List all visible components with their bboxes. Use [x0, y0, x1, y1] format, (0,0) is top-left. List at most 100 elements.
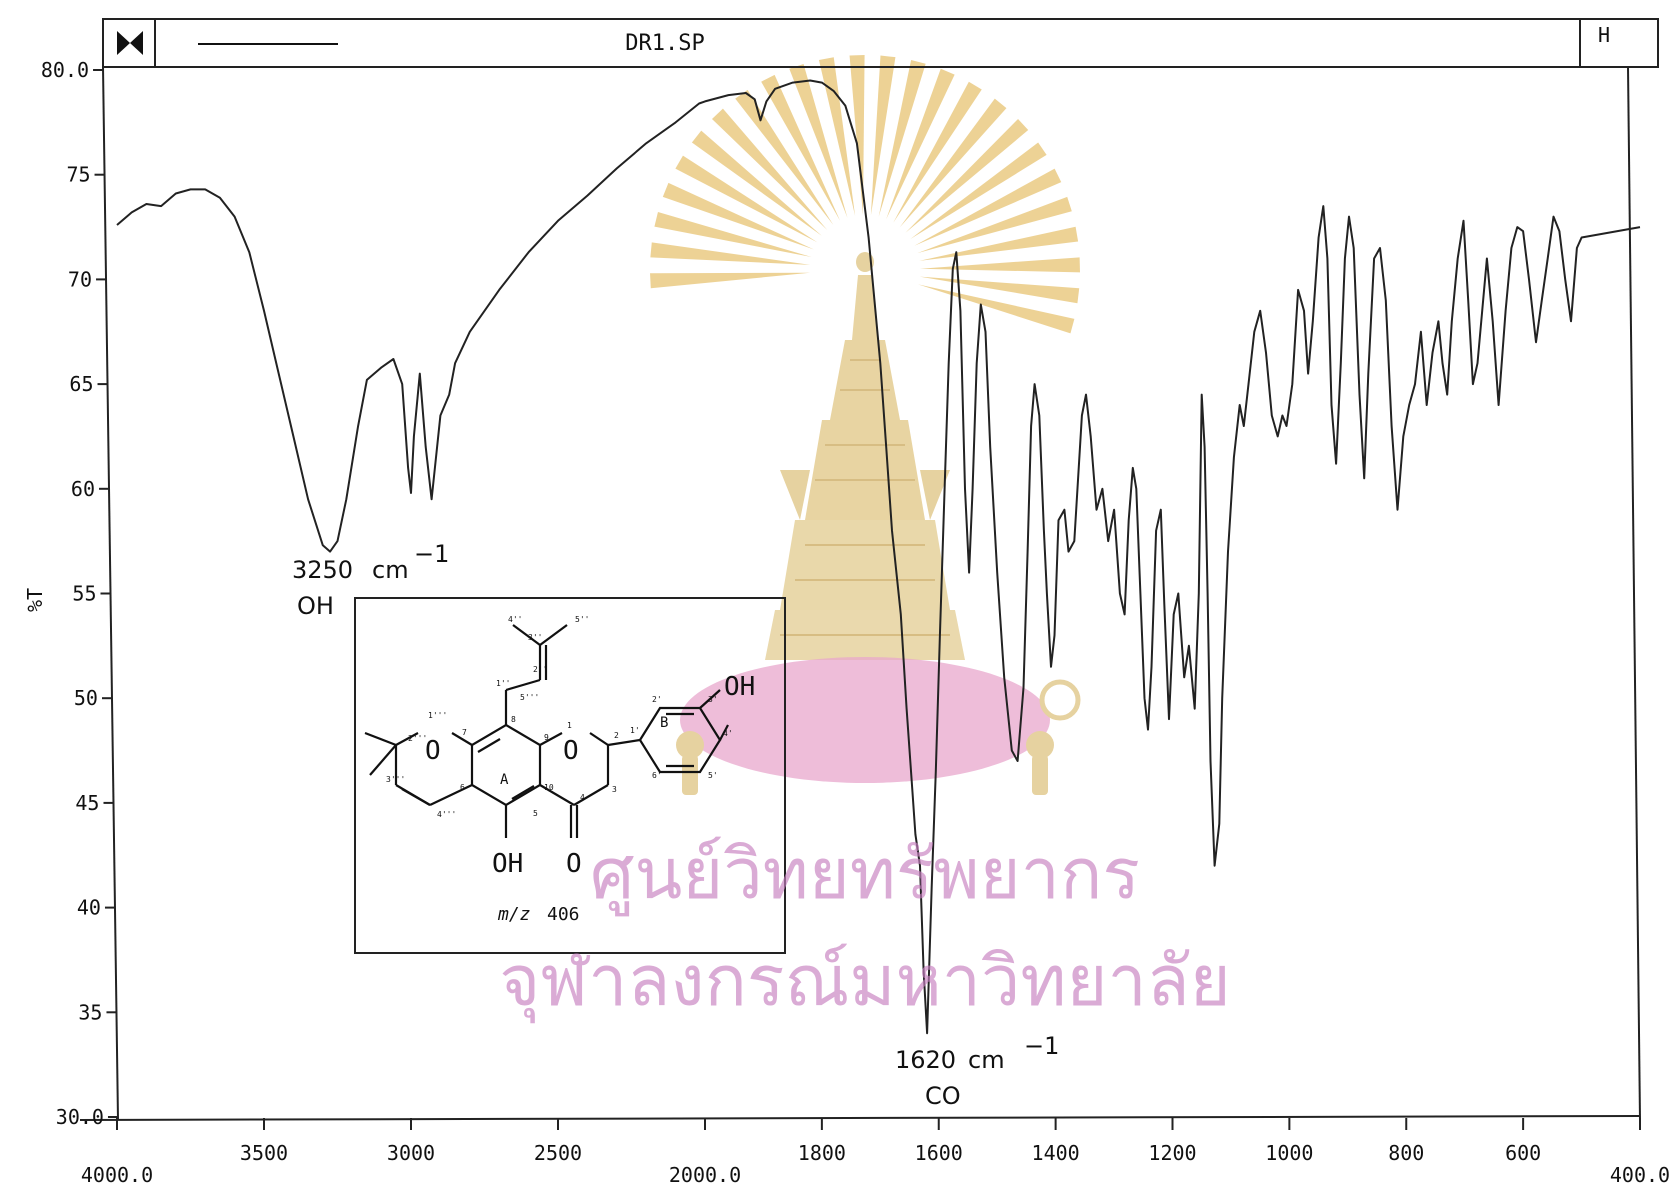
atom-number: 6 [460, 783, 465, 792]
molecule-labels: O O O OH OH A B m/z 406 [425, 672, 755, 925]
peak-annotation-oh: 3250 cm −1 OH [292, 540, 449, 620]
atom-number: 2 [614, 731, 619, 740]
y-axis-label: %T [23, 588, 47, 612]
spectrum-line [116, 79, 1641, 1035]
peak-co-group: CO [925, 1082, 961, 1110]
atom-numbers: 1 2 3 4 5 6 7 8 9 10 1' 2' 3' 4' 5' 6' 1'' 2'' 3'' 4'' 5'' 1'… [386, 615, 733, 819]
x-axis-ticks: 4000.0 3500 3000 2500 2000.0 1800 1600 1400 1200… [81, 1118, 1670, 1187]
y-tick-label: 60 [71, 477, 95, 501]
x-tick-label: 4000.0 [81, 1163, 153, 1187]
atom-number: 5'' [575, 615, 589, 624]
atom-number: 1''' [428, 711, 447, 720]
emblem-ray [893, 81, 982, 223]
y-tick-label: 30.0 [56, 1105, 104, 1129]
mass-value: 406 [547, 904, 580, 925]
inset-frame [354, 597, 786, 954]
peak-oh-exponent: −1 [414, 540, 449, 568]
emblem-ray [650, 272, 811, 289]
molecule-inset: O O O OH OH A B m/z 406 1 2 3 4 5 6 7 8 9 10 1' 2' 3… [354, 597, 786, 954]
x-tick-label: 3500 [240, 1141, 288, 1165]
hydroxyl-label-a: OH [492, 849, 523, 879]
emblem-ray [675, 155, 818, 243]
atom-number: 7 [462, 728, 467, 737]
emblem-ray [905, 118, 1029, 233]
x-tick-label: 2500 [534, 1141, 582, 1165]
x-tick-label: 1600 [915, 1141, 963, 1165]
emblem-ray [918, 284, 1075, 334]
bowtie-icon[interactable] [117, 31, 143, 55]
ring-b-label: B [660, 715, 668, 731]
atom-number: 1 [567, 721, 572, 730]
peak-oh-unit: cm [372, 556, 409, 584]
emblem-ray [650, 242, 811, 265]
atom-number: 3''' [386, 775, 405, 784]
emblem-pink-cushion [680, 657, 1050, 783]
emblem-ray [886, 68, 955, 220]
peak-co-exponent: −1 [1024, 1032, 1059, 1060]
y-tick-label: 35 [78, 1000, 102, 1024]
y-tick-label: 55 [72, 582, 96, 606]
emblem-ray [711, 108, 828, 231]
x-axis [79, 1115, 1641, 1121]
peak-annotation-co: 1620 cm −1 CO [895, 1032, 1059, 1110]
x-tick-label: 1000 [1265, 1141, 1313, 1165]
carbonyl-oxygen-label: O [566, 849, 582, 879]
emblem-ray [761, 74, 841, 221]
atom-number: 5''' [520, 693, 539, 702]
atom-number: 3'' [528, 633, 542, 642]
emblem-ray [818, 57, 856, 216]
atom-number: 2' [652, 695, 662, 704]
y-axis-right [1627, 66, 1641, 1121]
y-tick-label: 70 [68, 267, 92, 291]
emblem-ray [789, 63, 848, 218]
y-tick-label: 50 [74, 686, 98, 710]
mass-italic: m/z [497, 904, 531, 925]
atom-number: 4''' [437, 810, 456, 819]
emblem-crown [765, 252, 965, 660]
peak-co-unit: cm [968, 1046, 1005, 1074]
atom-number: 9 [544, 733, 549, 742]
x-tick-label: 1200 [1148, 1141, 1196, 1165]
x-tick-label: 3000 [387, 1141, 435, 1165]
x-tick-label: 800 [1388, 1141, 1424, 1165]
atom-number: 2'' [533, 665, 547, 674]
emblem-ray [914, 168, 1062, 246]
atom-number: 5' [708, 771, 718, 780]
ring-a-label: A [500, 772, 509, 788]
peak-oh-wavenumber: 3250 [292, 556, 353, 584]
emblem-ray [662, 182, 814, 250]
peak-oh-group: OH [297, 592, 334, 620]
peak-co-wavenumber: 1620 [895, 1046, 956, 1074]
watermark-line-1: ศูนย์วิทยทรัพยากร [590, 833, 1140, 917]
university-emblem-watermark [650, 55, 1081, 795]
emblem-ray [899, 98, 1007, 228]
y-tick-label: 80.0 [41, 58, 89, 82]
atom-number: 5 [533, 809, 538, 818]
atom-number: 3 [612, 785, 617, 794]
hydroxyl-label-b: OH [724, 672, 755, 702]
h-button[interactable]: H [1598, 23, 1610, 47]
atom-number: 8 [511, 715, 516, 724]
atom-number: 4 [580, 793, 585, 802]
emblem-ray [919, 257, 1080, 273]
emblem-ray [691, 130, 822, 236]
atom-number: 3' [708, 695, 718, 704]
atom-number: 6' [652, 771, 662, 780]
emblem-ray [910, 142, 1047, 239]
oxygen-label-2: O [563, 736, 579, 766]
y-tick-label: 65 [69, 372, 93, 396]
atom-number: 1' [630, 726, 640, 735]
emblem-rays [650, 55, 1080, 334]
emblem-ray [917, 196, 1072, 254]
molecule-bonds [364, 624, 729, 838]
y-tick-label: 40 [77, 896, 101, 920]
atom-number: 1'' [496, 679, 510, 688]
emblem-ray [919, 276, 1080, 304]
atom-number: 4'' [508, 615, 522, 624]
emblem-ray [919, 226, 1079, 261]
emblem-ray [654, 212, 812, 258]
oxygen-label-1: O [425, 736, 441, 766]
